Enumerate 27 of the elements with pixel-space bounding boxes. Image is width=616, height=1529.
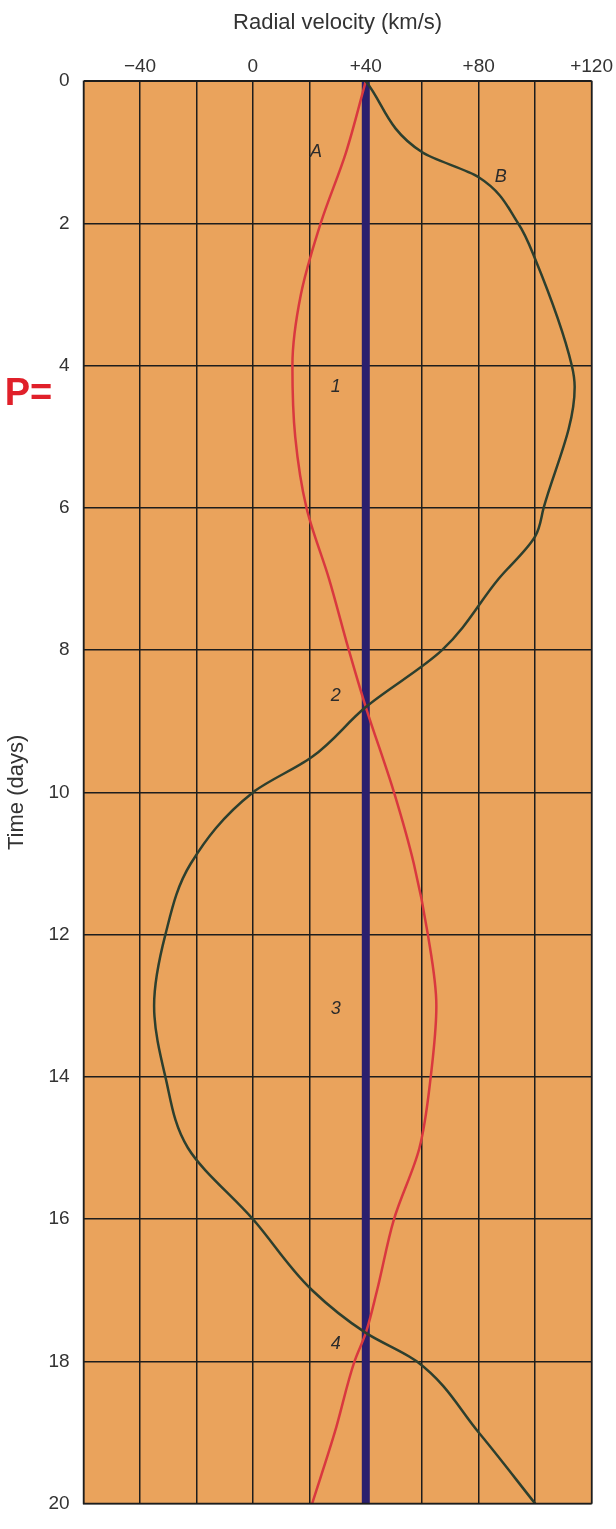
x-tick-label: +80 <box>462 55 495 77</box>
y-tick-label: 4 <box>58 353 70 375</box>
y-tick-label: 10 <box>48 780 70 802</box>
y-tick-label: 16 <box>48 1207 70 1229</box>
annotation: 1 <box>330 376 341 397</box>
x-tick-label: +120 <box>570 55 613 77</box>
annotation: B <box>494 166 507 187</box>
y-tick-label: 8 <box>58 638 70 660</box>
x-tick-label: +40 <box>349 55 382 77</box>
y-axis-title: Time (days) <box>3 734 29 851</box>
y-tick-label: 0 <box>58 69 70 91</box>
annotation: 2 <box>329 685 341 706</box>
y-tick-label: 14 <box>48 1065 70 1087</box>
x-tick-label: −40 <box>123 55 157 77</box>
x-tick-label: 0 <box>247 55 259 77</box>
line-series <box>291 81 438 1504</box>
text: P= <box>4 370 53 413</box>
y-tick-label: 12 <box>48 922 70 944</box>
y-tick-label: 18 <box>48 1349 70 1371</box>
annotation: 3 <box>330 998 341 1019</box>
line-series <box>152 81 576 1504</box>
y-tick-label: 6 <box>58 496 70 518</box>
y-tick-label: 20 <box>48 1491 70 1513</box>
x-axis-title: Radial velocity (km/s) <box>233 9 443 35</box>
y-tick-label: 2 <box>58 211 70 233</box>
annotation: 4 <box>330 1332 341 1353</box>
annotation: A <box>309 141 323 162</box>
